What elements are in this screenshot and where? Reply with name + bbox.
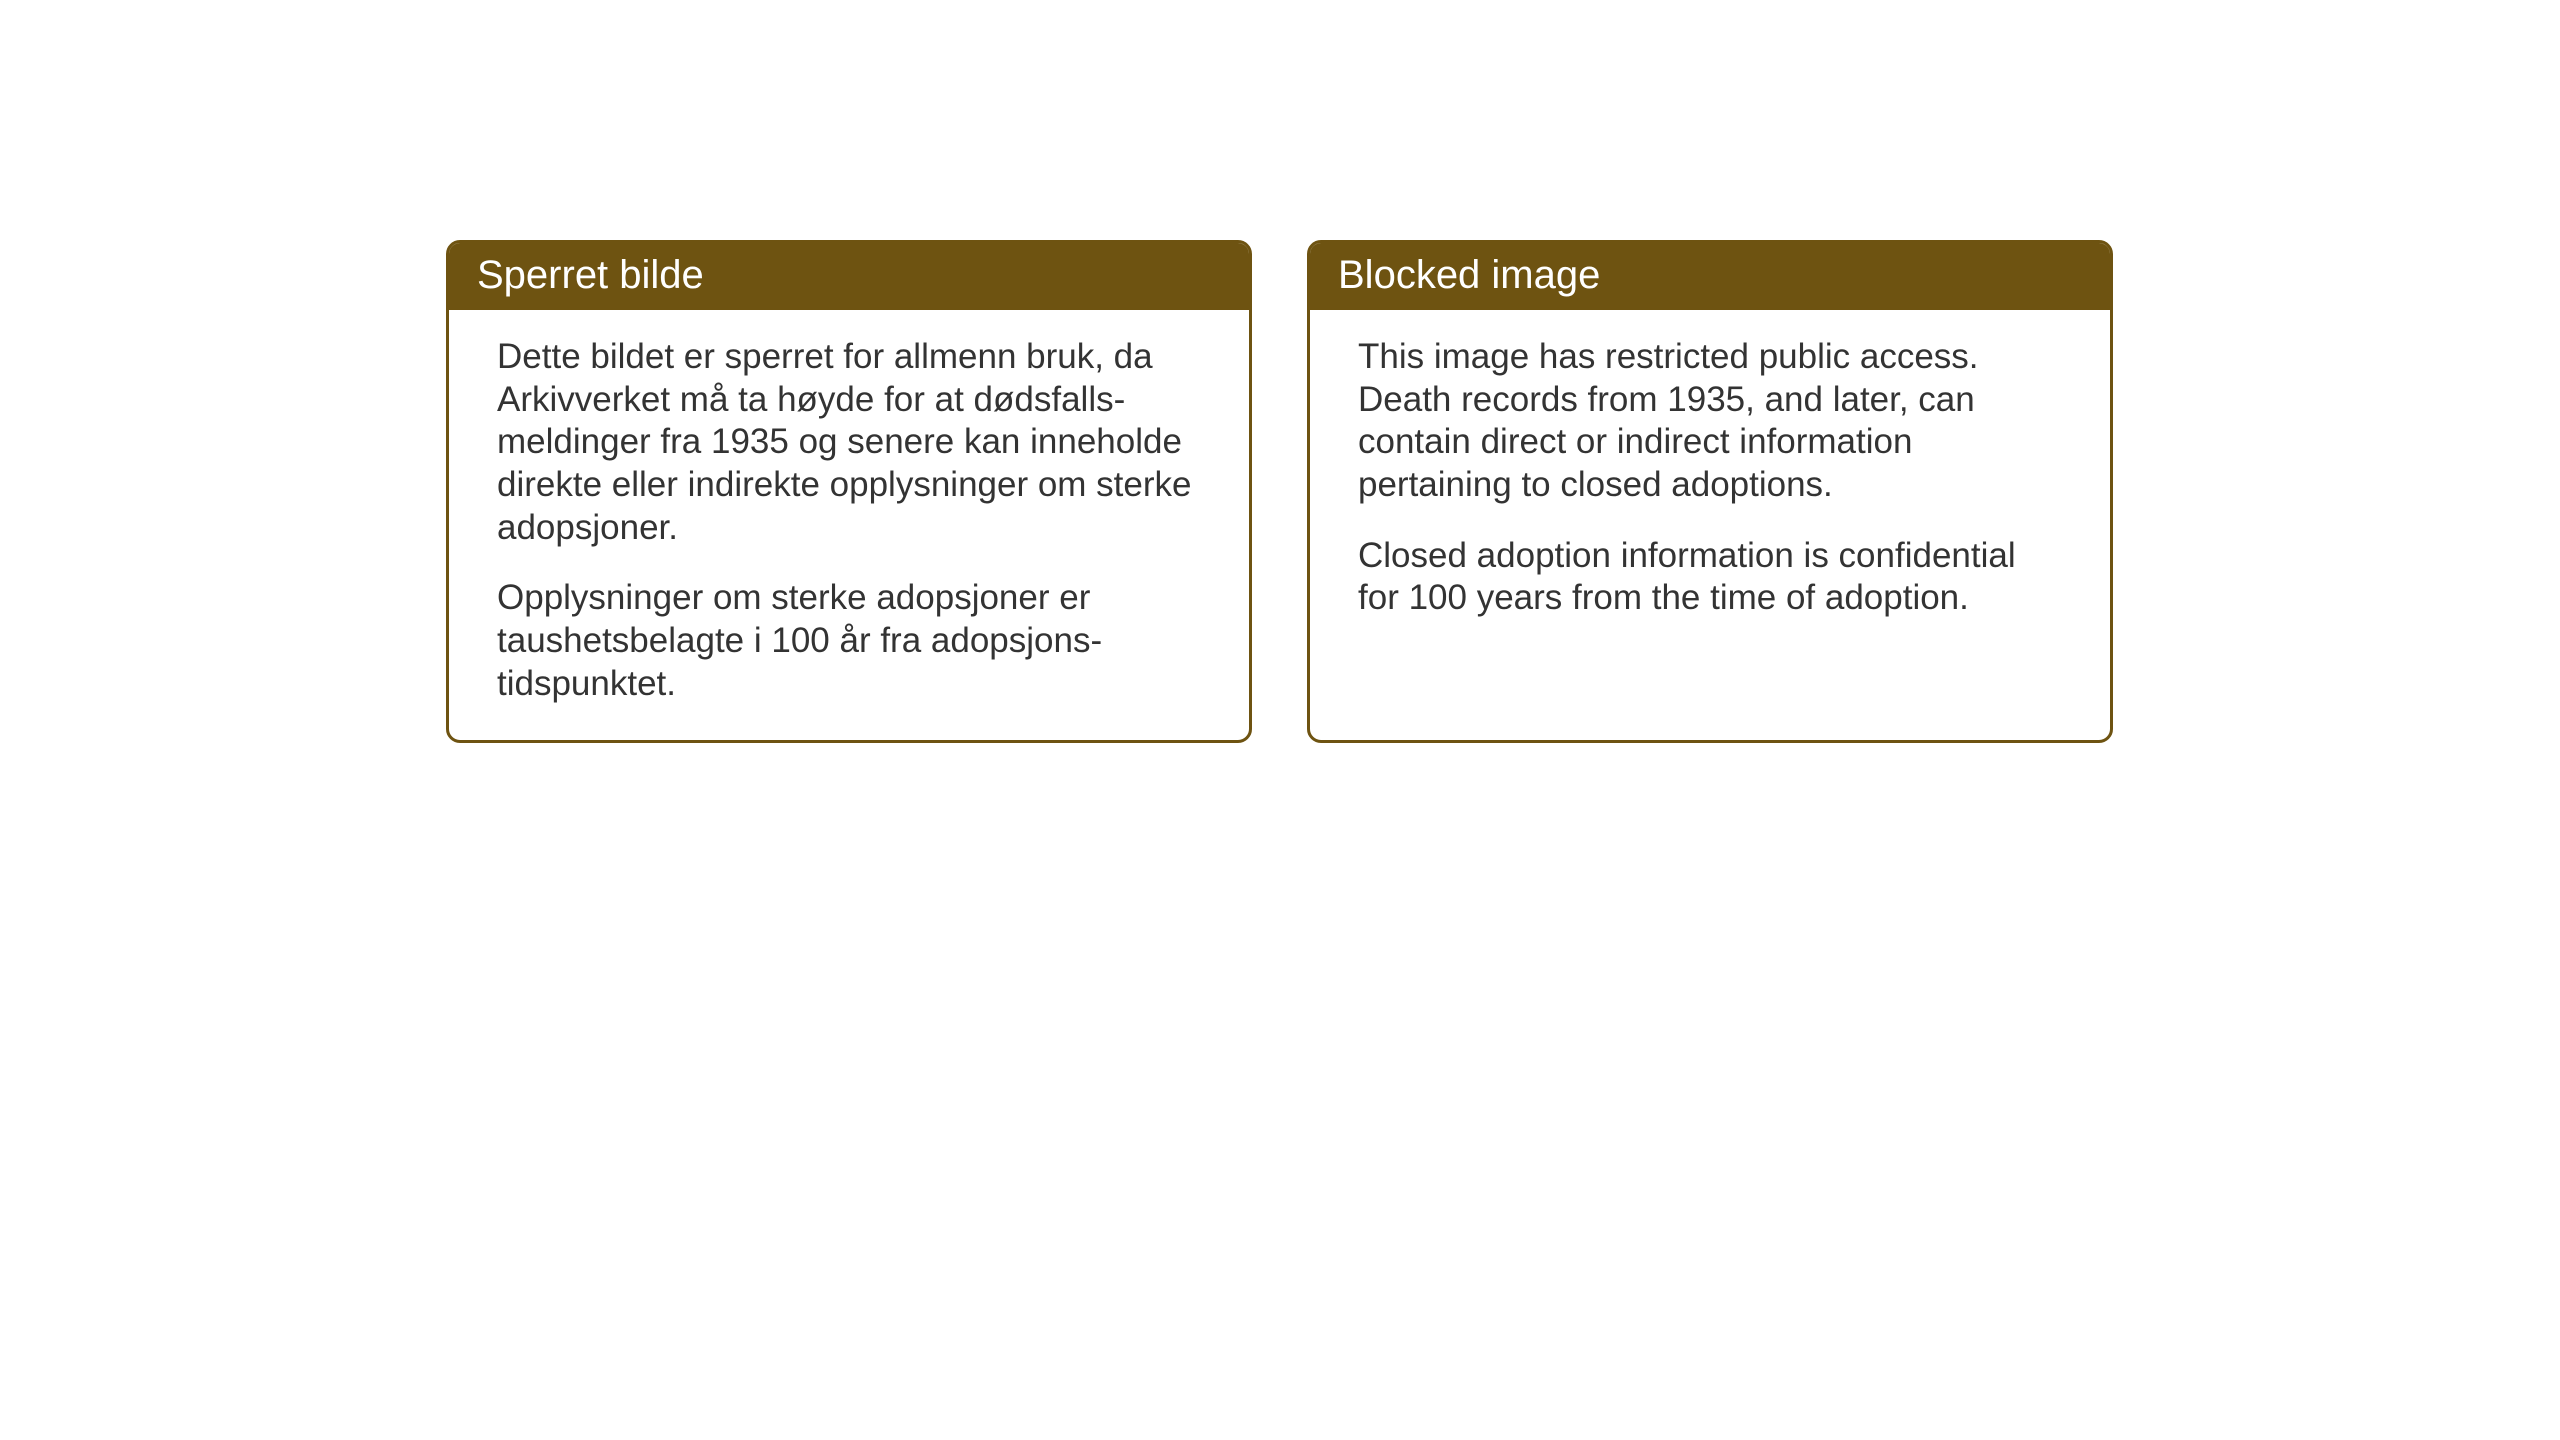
- paragraph-norwegian-2: Opplysninger om sterke adopsjoner er tau…: [497, 577, 1201, 705]
- paragraph-english-1: This image has restricted public access.…: [1358, 336, 2062, 507]
- notice-card-norwegian: Sperret bilde Dette bildet er sperret fo…: [446, 240, 1252, 743]
- card-body-english: This image has restricted public access.…: [1310, 310, 2110, 694]
- card-header-norwegian: Sperret bilde: [449, 243, 1249, 310]
- card-body-norwegian: Dette bildet er sperret for allmenn bruk…: [449, 310, 1249, 740]
- card-header-english: Blocked image: [1310, 243, 2110, 310]
- paragraph-english-2: Closed adoption information is confident…: [1358, 535, 2062, 620]
- notice-card-english: Blocked image This image has restricted …: [1307, 240, 2113, 743]
- paragraph-norwegian-1: Dette bildet er sperret for allmenn bruk…: [497, 336, 1201, 549]
- notice-container: Sperret bilde Dette bildet er sperret fo…: [446, 240, 2113, 743]
